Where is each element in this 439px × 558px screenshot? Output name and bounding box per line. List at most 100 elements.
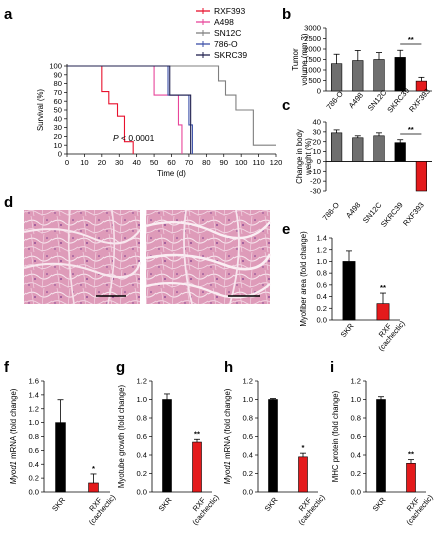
y-tick-label: -10 — [310, 167, 321, 176]
x-tick-label: SKR — [50, 495, 67, 513]
x-tick-label: 100 — [235, 158, 248, 167]
y-tick-label: 0 — [317, 157, 321, 166]
y-axis-title: Survival (%) — [36, 89, 45, 131]
bar-a498 — [352, 60, 364, 92]
bar-skr — [268, 399, 278, 493]
x-tick-label: 40 — [132, 158, 140, 167]
x-tick-label: RXF(cachectic) — [184, 487, 221, 527]
x-tick-label: 10 — [80, 158, 88, 167]
panel-letter-h: h — [224, 359, 233, 376]
y-tick-label: 0.6 — [242, 432, 253, 441]
bar-skr — [162, 399, 172, 493]
y-tick-label: 60 — [54, 97, 62, 106]
bar-a498 — [352, 137, 364, 162]
y-axis-title: Myod1 mRNA (fold change) — [223, 388, 232, 484]
histology-image-left — [23, 209, 142, 305]
x-tick-label: 60 — [167, 158, 175, 167]
y-axis-title: MHC protein (fold change) — [331, 390, 340, 482]
significance-marker: * — [92, 464, 95, 473]
y-tick-label: 0.4 — [350, 451, 361, 460]
significance-marker: * — [302, 443, 305, 452]
x-tick-label: 110 — [253, 158, 265, 167]
y-tick-label: 20 — [313, 137, 321, 146]
y-tick-label: 1.0 — [316, 257, 327, 266]
bar-skrc39 — [394, 142, 406, 162]
y-tick-label: 0.6 — [316, 280, 327, 289]
bar-rxf-cachectic- — [192, 441, 202, 493]
bar-skr — [55, 422, 66, 493]
x-tick-label: A498 — [347, 91, 365, 110]
panel-letter-c: c — [282, 97, 290, 114]
x-tick-label: 50 — [150, 158, 158, 167]
y-tick-label: 1.2 — [350, 377, 361, 386]
y-tick-label: 50 — [54, 106, 62, 115]
significance-marker: ** — [408, 35, 414, 44]
y-axis-title-italic: Myod1 — [9, 461, 18, 484]
y-tick-label: 30 — [54, 123, 62, 132]
y-tick-label: 0.0 — [316, 316, 327, 325]
significance-marker: ** — [194, 429, 200, 438]
bar-786-o — [330, 63, 343, 92]
myotube-growth-chart: 0.0 0.2 0.4 0.6 0.8 1.0 1.2 SKR RXF(cachectic) My… — [117, 377, 221, 527]
x-tick-label: 120 — [270, 158, 283, 167]
y-tick-label: 2000 — [304, 45, 321, 54]
histology-image-right — [145, 209, 272, 305]
y-tick-label: 1500 — [304, 55, 321, 64]
y-axis-title: Myod1 mRNA (fold change) — [9, 388, 18, 484]
y-tick-label: 0.2 — [316, 304, 327, 313]
y-tick-label: 40 — [313, 118, 321, 127]
y-tick-label: 0.8 — [316, 269, 327, 278]
x-tick-label: SKR — [157, 495, 174, 513]
y-tick-label: 1.2 — [242, 377, 253, 386]
x-tick-label: 0 — [65, 158, 69, 167]
survival-line-skrc39 — [67, 65, 192, 154]
panel-letter-b: b — [282, 6, 291, 23]
y-axis-title-line: volume (mm 3) — [300, 33, 309, 85]
y-tick-label: 0.6 — [350, 432, 361, 441]
myod1-mrna-chart-h: 0.0 0.2 0.4 0.6 0.8 1.0 1.2 SKR RXF(cachectic) My… — [223, 377, 327, 527]
y-tick-label: -20 — [310, 177, 321, 186]
y-axis-title-italic: Myod1 — [223, 461, 232, 484]
y-tick-label: 3000 — [304, 24, 321, 33]
p-value-text: < 0.0001 — [119, 133, 155, 143]
y-tick-label: 1.0 — [350, 395, 361, 404]
y-tick-label: 0.8 — [136, 414, 147, 423]
mhc-protein-chart: 0.0 0.2 0.4 0.6 0.8 1.0 1.2 SKR RXF(cachectic) MH… — [331, 377, 435, 527]
x-tick-label: 70 — [185, 158, 193, 167]
y-tick-label: 0 — [58, 150, 62, 159]
panel-letter-e: e — [282, 221, 290, 238]
significance-marker: ** — [408, 125, 414, 134]
y-tick-label: 20 — [54, 132, 62, 141]
y-tick-label: 1.4 — [28, 390, 39, 399]
p-value-symbol: P — [113, 133, 119, 143]
x-tick-label: RXF(cachectic) — [398, 487, 435, 527]
bar-rxf-cachectic- — [406, 463, 416, 493]
panel-letter-d: d — [4, 194, 13, 211]
x-tick-label: 30 — [115, 158, 123, 167]
survival-line-rxf393 — [67, 65, 134, 154]
y-tick-label: 0.4 — [136, 451, 147, 460]
y-tick-label: 0.0 — [136, 488, 147, 497]
legend-label-a498: A498 — [214, 17, 234, 27]
y-tick-label: 100 — [49, 62, 62, 71]
x-tick-label: RXF(cachectic) — [80, 487, 117, 527]
survival-line-sn12c — [67, 65, 276, 146]
bar-skr — [376, 399, 386, 493]
y-tick-label: 1.4 — [316, 234, 327, 243]
y-tick-label: 1000 — [304, 66, 321, 75]
y-tick-label: 30 — [313, 127, 321, 136]
bar-sn12c — [373, 135, 385, 162]
y-tick-label: 10 — [54, 141, 62, 150]
y-tick-label: 0.6 — [28, 446, 39, 455]
y-tick-label: 1.6 — [28, 377, 39, 386]
y-tick-label: 0.4 — [316, 292, 327, 301]
y-axis-title-line: Change in body — [295, 129, 304, 184]
legend-label-786-o: 786-O — [214, 39, 238, 49]
legend-label-sn12c: SN12C — [214, 28, 241, 38]
y-tick-label: 1.2 — [28, 404, 39, 413]
y-tick-label: 0.2 — [136, 469, 147, 478]
x-tick-label: 80 — [202, 158, 210, 167]
myod1-mrna-chart-f: 0.0 0.2 0.4 0.6 0.8 1.0 1.2 1.4 1.6 SKR RXF(cachec… — [9, 377, 118, 527]
y-axis-title-rest: mRNA (fold change) — [9, 388, 18, 461]
